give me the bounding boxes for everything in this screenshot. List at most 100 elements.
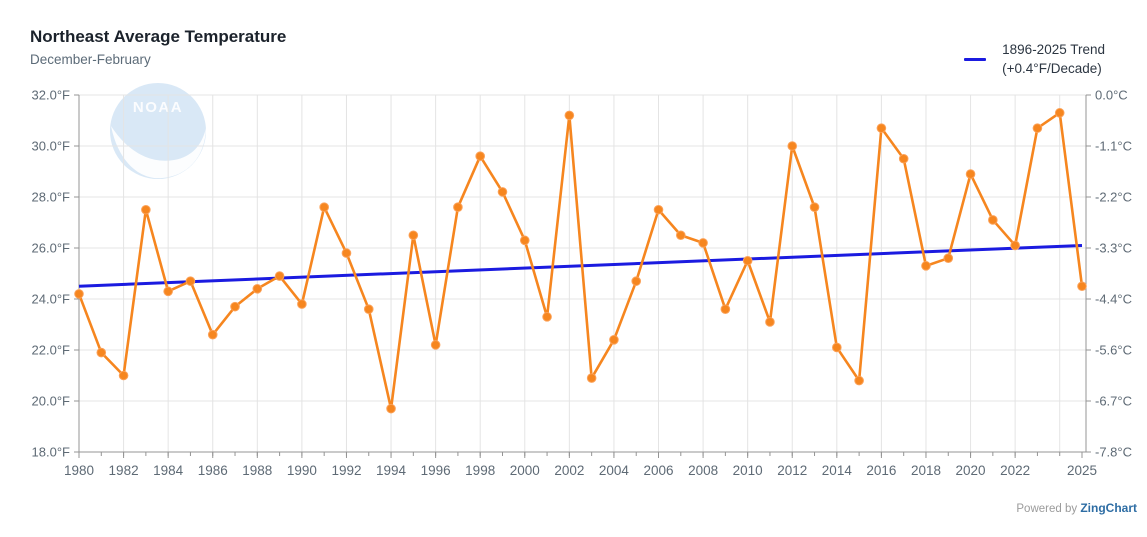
data-point-1982[interactable] xyxy=(118,370,129,381)
y-axis-right-tick-label: -5.6°C xyxy=(1095,343,1132,358)
x-axis: 1980 1982 1984 1986 1988 1990 1992 1994 1996 1998… xyxy=(64,452,1097,478)
data-point-2017[interactable] xyxy=(898,153,909,164)
data-point-1994[interactable] xyxy=(386,403,396,414)
data-point-1998[interactable] xyxy=(475,151,486,161)
y-axis-right-tick-label: -2.2°C xyxy=(1095,190,1132,205)
data-point-2016[interactable] xyxy=(876,123,887,133)
x-axis-tick-label: 2016 xyxy=(866,463,896,478)
x-axis-tick-label: 2000 xyxy=(510,463,540,478)
legend: 1896-2025 Trend (+0.4°F/Decade) xyxy=(964,40,1105,78)
data-point-1983[interactable] xyxy=(141,204,151,215)
data-point-1987[interactable] xyxy=(230,301,240,312)
data-point-2023[interactable] xyxy=(1032,123,1043,133)
data-point-2025[interactable] xyxy=(1077,281,1087,292)
data-point-1984[interactable] xyxy=(163,286,173,297)
data-point-2020[interactable] xyxy=(965,169,976,179)
x-axis-tick-label: 1984 xyxy=(153,463,184,478)
data-point-2006[interactable] xyxy=(653,204,664,215)
data-point-2001[interactable] xyxy=(542,312,552,322)
data-point-2000[interactable] xyxy=(519,235,530,246)
data-point-1989[interactable] xyxy=(274,271,285,281)
data-point-1995[interactable] xyxy=(408,230,419,241)
x-axis-tick-label: 1990 xyxy=(287,463,317,478)
x-axis-tick-label: 2002 xyxy=(554,463,584,478)
data-point-1999[interactable] xyxy=(497,187,508,197)
y-axis-left-tick-label: 22.0°F xyxy=(32,343,71,358)
data-point-1986[interactable] xyxy=(207,329,218,340)
data-point-2024[interactable] xyxy=(1054,108,1065,118)
legend-label-line2: (+0.4°F/Decade) xyxy=(1002,61,1102,76)
data-point-2015[interactable] xyxy=(854,375,864,386)
data-point-2022[interactable] xyxy=(1010,240,1020,251)
page-title: Northeast Average Temperature xyxy=(30,27,287,46)
x-axis-tick-label: 1992 xyxy=(331,463,361,478)
x-axis-tick-label: 2025 xyxy=(1067,463,1097,478)
noaa-watermark-text: NOAA xyxy=(133,99,183,116)
x-axis-tick-label: 2022 xyxy=(1000,463,1030,478)
data-point-1990[interactable] xyxy=(297,299,307,309)
y-axis-right-tick-label: -3.3°C xyxy=(1095,241,1132,256)
data-point-1997[interactable] xyxy=(453,202,463,212)
data-point-1996[interactable] xyxy=(430,340,441,350)
data-point-2010[interactable] xyxy=(742,255,753,266)
data-point-1993[interactable] xyxy=(363,304,374,315)
x-axis-tick-label: 2004 xyxy=(599,463,630,478)
y-axis-right-tick-label: 0.0°C xyxy=(1095,88,1128,103)
data-point-1980[interactable] xyxy=(74,289,84,299)
data-point-2008[interactable] xyxy=(698,238,708,248)
data-point-1992[interactable] xyxy=(341,248,352,258)
x-axis-tick-label: 2014 xyxy=(822,463,853,478)
data-point-2003[interactable] xyxy=(586,373,597,383)
x-axis-tick-label: 2020 xyxy=(956,463,986,478)
data-point-2012[interactable] xyxy=(787,141,798,151)
data-point-2013[interactable] xyxy=(809,202,820,212)
data-point-1991[interactable] xyxy=(319,202,329,212)
x-axis-tick-label: 2012 xyxy=(777,463,807,478)
legend-label-line1: 1896-2025 Trend xyxy=(1002,42,1105,57)
x-axis-tick-label: 1994 xyxy=(376,463,407,478)
temperature-points[interactable] xyxy=(74,108,1087,414)
data-point-1988[interactable] xyxy=(252,284,263,294)
x-axis-tick-label: 1998 xyxy=(465,463,495,478)
x-axis-tick-label: 1982 xyxy=(109,463,139,478)
temperature-line xyxy=(77,111,1084,410)
x-axis-tick-label: 1986 xyxy=(198,463,228,478)
y-axis-right: -7.8°C -6.7°C -5.6°C -4.4°C -3.3°C -2.2°C -1.1… xyxy=(1086,88,1132,460)
y-axis-right-tick-label: -4.4°C xyxy=(1095,292,1132,307)
x-axis-tick-label: 1980 xyxy=(64,463,94,478)
trend-line xyxy=(78,243,1083,288)
x-axis-tick-label: 1988 xyxy=(242,463,272,478)
y-axis-right-tick-label: -7.8°C xyxy=(1095,445,1132,460)
x-axis-tick-label: 2018 xyxy=(911,463,941,478)
data-point-2014[interactable] xyxy=(832,342,842,353)
data-point-2009[interactable] xyxy=(720,304,731,315)
data-point-2005[interactable] xyxy=(631,276,642,286)
y-axis-left: 18.0°F 20.0°F 22.0°F 24.0°F 26.0°F 28.0°F 30.0… xyxy=(32,88,79,460)
data-point-2004[interactable] xyxy=(609,335,619,345)
y-axis-right-tick-label: -1.1°C xyxy=(1095,139,1132,154)
footer-credit: Powered by ZingChart xyxy=(1016,501,1137,515)
data-point-2011[interactable] xyxy=(765,317,775,327)
y-axis-right-tick-label: -6.7°C xyxy=(1095,394,1132,409)
data-point-2002[interactable] xyxy=(564,110,575,121)
noaa-watermark: NOAA xyxy=(110,83,206,179)
data-point-1981[interactable] xyxy=(96,347,107,358)
y-axis-left-tick-label: 32.0°F xyxy=(32,88,71,103)
data-point-1985[interactable] xyxy=(185,276,196,286)
data-point-2021[interactable] xyxy=(988,215,998,225)
x-axis-tick-label: 2008 xyxy=(688,463,718,478)
noaa-watermark-bird-wing xyxy=(150,149,192,160)
data-point-2019[interactable] xyxy=(943,253,954,264)
powered-by-label: Powered by xyxy=(1016,503,1078,515)
data-point-2007[interactable] xyxy=(676,230,686,241)
data-point-2018[interactable] xyxy=(921,261,931,271)
noaa-watermark-bird-icon xyxy=(111,126,206,179)
y-axis-left-tick-label: 20.0°F xyxy=(32,394,71,409)
x-axis-tick-label: 2010 xyxy=(733,463,763,478)
trend-line-swatch-icon xyxy=(964,57,987,61)
y-axis-left-tick-label: 24.0°F xyxy=(32,292,71,307)
x-axis-tick-label: 1996 xyxy=(421,463,451,478)
zingchart-link[interactable]: ZingChart xyxy=(1080,501,1137,515)
